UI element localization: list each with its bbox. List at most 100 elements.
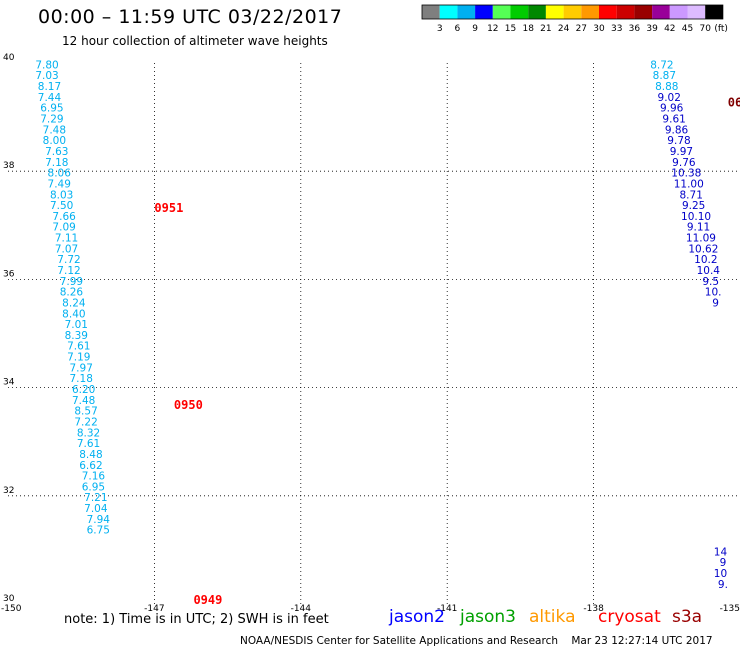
- x-tick-label: -144: [291, 604, 312, 614]
- wave-height-point: 8.26: [60, 287, 84, 299]
- wave-height-point: 8.17: [38, 81, 61, 93]
- color-scale-label: 27: [576, 24, 587, 34]
- wave-height-point: 10.4: [697, 265, 721, 277]
- color-swatch: [510, 5, 529, 19]
- y-tick-label: 38: [3, 161, 15, 171]
- wave-height-point: 7.61: [67, 341, 90, 353]
- color-swatch: [669, 5, 688, 19]
- wave-height-point: 9.76: [672, 157, 696, 169]
- wave-height-point: 7.44: [38, 92, 62, 104]
- footer-note: note: 1) Time is in UTC; 2) SWH is in fe…: [64, 612, 329, 627]
- wave-height-point: 8.88: [655, 81, 678, 93]
- wave-height-point: 7.22: [74, 416, 97, 428]
- wave-height-point: 7.97: [70, 362, 93, 374]
- wave-height-point: 8.00: [43, 135, 66, 147]
- wave-height-point: 8.72: [650, 59, 673, 71]
- wave-height-point: 7.48: [43, 124, 66, 136]
- color-scale-label: 15: [505, 24, 516, 34]
- color-scale-label: 45: [682, 24, 693, 34]
- wave-height-point: 11.00: [674, 178, 704, 190]
- x-tick-label: -138: [583, 604, 604, 614]
- wave-height-point: 9.61: [662, 114, 685, 126]
- wave-height-point: 7.12: [57, 265, 80, 277]
- wave-height-point: 9.86: [665, 124, 689, 136]
- wave-height-point: 8.48: [79, 449, 102, 461]
- wave-height-point: 8.57: [74, 406, 97, 418]
- legend-jason2: jason2: [389, 607, 445, 627]
- color-scale-label: 42: [664, 24, 675, 34]
- wave-height-point: 7.19: [67, 352, 90, 364]
- wave-height-point: 8.24: [62, 297, 86, 309]
- wave-height-point: 7.18: [45, 157, 68, 169]
- wave-height-point: 9.02: [658, 92, 681, 104]
- legend-s3a: s3a: [672, 607, 703, 627]
- color-scale-label: 39: [646, 24, 658, 34]
- wave-height-point: 9.25: [682, 200, 705, 212]
- wave-height-point: 7.18: [70, 373, 93, 385]
- wave-height-point: 10.: [705, 287, 722, 299]
- credit-line: NOAA/NESDIS Center for Satellite Applica…: [240, 635, 713, 647]
- chart-subtitle: 12 hour collection of altimeter wave hei…: [62, 34, 328, 48]
- color-scale-label: 36: [629, 24, 641, 34]
- color-scale-legend: 3 6 9 12 15 18 21 24 27 30 33 36 39 42 45 70 (ft): [421, 4, 728, 34]
- wave-height-point: 8.40: [62, 308, 85, 320]
- wave-height-point: 7.01: [65, 319, 88, 331]
- wave-height-point: 7.29: [40, 114, 63, 126]
- color-scale-label: 18: [522, 24, 534, 34]
- color-swatch: [563, 5, 582, 19]
- wave-height-point: 7.07: [55, 243, 78, 255]
- color-swatch: [705, 5, 723, 19]
- wave-height-point: 6.75: [87, 525, 110, 537]
- color-swatch: [439, 5, 458, 19]
- wave-height-point: 7.21: [84, 492, 107, 504]
- color-swatch: [475, 5, 493, 19]
- y-tick-label: 34: [3, 378, 15, 388]
- wave-height-point: 7.63: [45, 146, 68, 158]
- wave-height-point: 7.16: [82, 471, 106, 483]
- wave-height-point: 7.66: [52, 211, 76, 223]
- color-swatch: [599, 5, 617, 19]
- wave-height-point: 7.99: [60, 276, 83, 288]
- color-swatch: [634, 5, 653, 19]
- wave-height-point: 7.09: [52, 222, 75, 234]
- y-tick-label: 32: [3, 486, 14, 496]
- color-swatch: [528, 5, 546, 19]
- color-scale-label: 33: [611, 24, 622, 34]
- wave-height-point: 9.5: [702, 276, 719, 288]
- color-scale-label: 30: [593, 24, 605, 34]
- wave-height-point: 7.03: [35, 70, 58, 82]
- wave-height-point: 7.48: [72, 395, 95, 407]
- legend-altika: altika: [529, 607, 576, 627]
- wave-height-point: 7.50: [50, 200, 73, 212]
- wave-height-point: 7.04: [84, 503, 108, 515]
- wave-height-point: 9.78: [667, 135, 690, 147]
- wave-height-point: 6.95: [82, 481, 105, 493]
- color-swatch: [687, 5, 706, 19]
- color-scale-frame: [421, 4, 724, 20]
- y-tick-label: 30: [3, 594, 15, 604]
- wave-height-point: 8.32: [77, 427, 100, 439]
- color-scale-label: 6: [455, 24, 461, 34]
- wave-height-point: 10: [714, 568, 727, 580]
- wave-height-point: 9.96: [660, 103, 684, 115]
- pass-time-label: 0949: [193, 593, 222, 607]
- y-tick-label: 36: [3, 269, 15, 279]
- wave-height-point: 10.62: [688, 243, 718, 255]
- color-swatch: [422, 5, 440, 19]
- color-swatch: [652, 5, 670, 19]
- wave-height-point: 10.2: [694, 254, 717, 266]
- x-tick-label: -135: [720, 604, 740, 614]
- wave-height-point: 8.71: [680, 189, 703, 201]
- wave-height-point: 8.06: [48, 168, 72, 180]
- color-swatch: [581, 5, 599, 19]
- wave-height-point: 8.87: [653, 70, 676, 82]
- wave-height-point: 10.38: [671, 168, 701, 180]
- color-scale-label: 12: [487, 24, 498, 34]
- wave-height-point: 11.09: [686, 233, 716, 245]
- wave-height-point: 7.80: [35, 59, 58, 71]
- wave-height-point: 9: [712, 297, 719, 309]
- color-scale-label: 70: [699, 24, 711, 34]
- color-swatch: [545, 5, 564, 19]
- wave-height-point: 9: [720, 557, 727, 569]
